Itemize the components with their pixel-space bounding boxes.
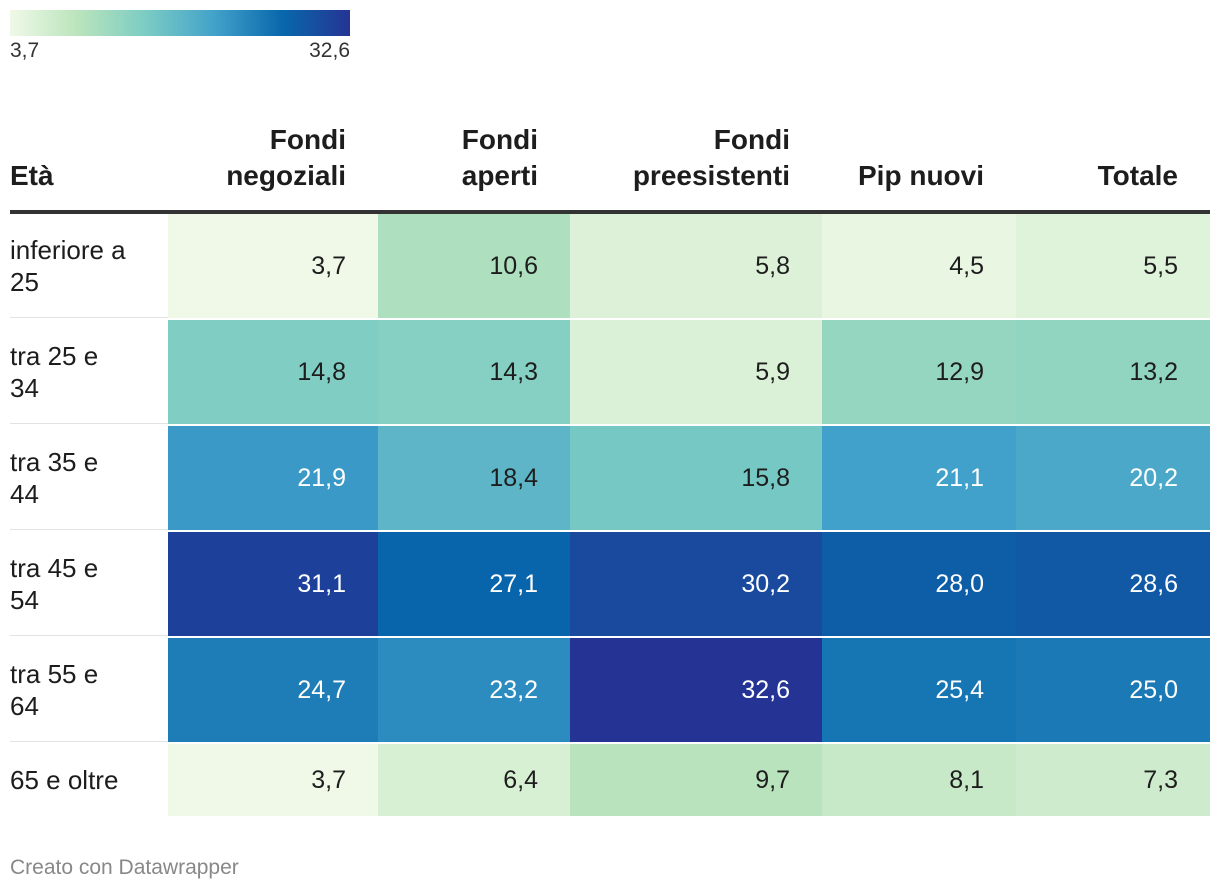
heatmap-table: Età Fondi negoziali Fondi aperti Fondi preesi… xyxy=(10,122,1210,816)
legend-max-label: 32,6 xyxy=(309,39,350,62)
footer-credit: Creato con Datawrapper xyxy=(10,856,239,879)
heatmap-cell: 18,4 xyxy=(378,426,570,530)
heatmap-cell: 31,1 xyxy=(168,532,378,636)
heatmap-cell: 8,1 xyxy=(822,744,1016,816)
heatmap-cell: 14,3 xyxy=(378,320,570,424)
row-label-line: 34 xyxy=(10,372,39,403)
heatmap-cell: 28,6 xyxy=(1016,532,1210,636)
heatmap-cell: 14,8 xyxy=(168,320,378,424)
table-row: 65 e oltre 3,7 6,4 9,7 8,1 7,3 xyxy=(10,744,1210,816)
heatmap-cell: 5,9 xyxy=(570,320,822,424)
legend-min-label: 3,7 xyxy=(10,39,40,62)
row-label-line: tra 55 e xyxy=(10,658,99,689)
column-header: Totale xyxy=(1016,122,1210,210)
heatmap-cell: 15,8 xyxy=(570,426,822,530)
column-header: Fondi negoziali xyxy=(168,122,378,210)
column-header-line: preesistenti xyxy=(632,160,790,191)
row-header-label: Età xyxy=(10,160,54,191)
heatmap-cell: 23,2 xyxy=(378,638,570,742)
heatmap-cell: 7,3 xyxy=(1016,744,1210,816)
column-header-line: Pip nuovi xyxy=(858,160,984,191)
heatmap-cell: 32,6 xyxy=(570,638,822,742)
heatmap-cell: 6,4 xyxy=(378,744,570,816)
heatmap-cell: 30,2 xyxy=(570,532,822,636)
heatmap-cell: 28,0 xyxy=(822,532,1016,636)
row-label: tra 55 e 64 xyxy=(10,638,168,742)
color-legend: 3,7 32,6 xyxy=(10,10,350,63)
row-label-line: 44 xyxy=(10,478,39,509)
row-label-line: 54 xyxy=(10,584,39,615)
row-label-line: inferiore a xyxy=(10,234,126,265)
column-header: Fondi aperti xyxy=(378,122,570,210)
heatmap-cell: 5,5 xyxy=(1016,214,1210,318)
heatmap-cell: 25,0 xyxy=(1016,638,1210,742)
row-label-line: tra 35 e xyxy=(10,446,99,477)
heatmap-cell: 27,1 xyxy=(378,532,570,636)
legend-gradient-bar xyxy=(10,10,350,36)
row-label-line: tra 25 e xyxy=(10,340,99,371)
table-body: inferiore a 25 3,7 10,6 5,8 4,5 5,5 tra 25 e 34 1… xyxy=(10,214,1210,816)
table-header: Età Fondi negoziali Fondi aperti Fondi preesi… xyxy=(10,122,1210,214)
column-header: Pip nuovi xyxy=(822,122,1016,210)
row-label-line: 25 xyxy=(10,266,39,297)
column-header-line: Fondi xyxy=(269,124,346,155)
row-label: tra 45 e 54 xyxy=(10,532,168,636)
heatmap-cell: 3,7 xyxy=(168,744,378,816)
row-label: inferiore a 25 xyxy=(10,214,168,318)
table-row: tra 25 e 34 14,8 14,3 5,9 12,9 13,2 xyxy=(10,320,1210,424)
column-header-line: Totale xyxy=(1097,160,1178,191)
heatmap-cell: 21,1 xyxy=(822,426,1016,530)
row-label-line: 64 xyxy=(10,690,39,721)
heatmap-cell: 5,8 xyxy=(570,214,822,318)
row-label: tra 25 e 34 xyxy=(10,320,168,424)
column-header: Fondi preesistenti xyxy=(570,122,822,210)
row-label-line: tra 45 e xyxy=(10,552,99,583)
heatmap-cell: 25,4 xyxy=(822,638,1016,742)
heatmap-cell: 20,2 xyxy=(1016,426,1210,530)
column-header-line: negoziali xyxy=(226,160,346,191)
heatmap-cell: 21,9 xyxy=(168,426,378,530)
table-row: inferiore a 25 3,7 10,6 5,8 4,5 5,5 xyxy=(10,214,1210,318)
legend-labels: 3,7 32,6 xyxy=(10,39,350,63)
heatmap-cell: 13,2 xyxy=(1016,320,1210,424)
table-row: tra 45 e 54 31,1 27,1 30,2 28,0 28,6 xyxy=(10,532,1210,636)
heatmap-cell: 4,5 xyxy=(822,214,1016,318)
heatmap-cell: 24,7 xyxy=(168,638,378,742)
row-label: 65 e oltre xyxy=(10,744,168,816)
table-row: tra 55 e 64 24,7 23,2 32,6 25,4 25,0 xyxy=(10,638,1210,742)
table-row: tra 35 e 44 21,9 18,4 15,8 21,1 20,2 xyxy=(10,426,1210,530)
heatmap-cell: 12,9 xyxy=(822,320,1016,424)
heatmap-cell: 10,6 xyxy=(378,214,570,318)
row-label: tra 35 e 44 xyxy=(10,426,168,530)
heatmap-cell: 3,7 xyxy=(168,214,378,318)
column-header-line: Fondi xyxy=(713,124,790,155)
row-label-line: 65 e oltre xyxy=(10,765,119,795)
column-header-line: aperti xyxy=(461,160,538,191)
column-header-line: Fondi xyxy=(461,124,538,155)
heatmap-cell: 9,7 xyxy=(570,744,822,816)
